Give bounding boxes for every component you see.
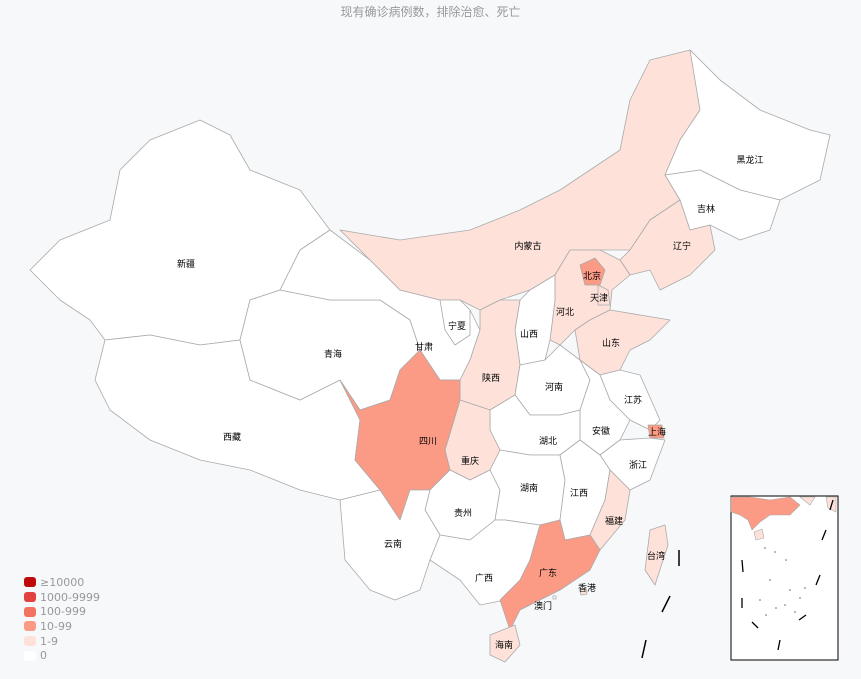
province-label: 湖南 bbox=[520, 482, 538, 494]
inset-island bbox=[775, 607, 777, 609]
inset-nine-dash-segment bbox=[821, 529, 827, 541]
inset-nine-dash-segment bbox=[798, 614, 807, 621]
province-label: 内蒙古 bbox=[514, 240, 541, 252]
province-label: 广西 bbox=[475, 572, 493, 584]
province-label: 吉林 bbox=[697, 203, 715, 215]
province-label: 新疆 bbox=[177, 258, 195, 270]
province-7[interactable] bbox=[619, 199, 716, 291]
province-label: 四川 bbox=[419, 437, 437, 447]
province-label: 香港 bbox=[578, 582, 596, 594]
province-label: 天津 bbox=[590, 293, 608, 304]
inset-island bbox=[765, 614, 767, 616]
legend-item[interactable]: 1000-9999 bbox=[24, 590, 100, 605]
inset-island bbox=[794, 611, 796, 613]
province-label: 福建 bbox=[605, 515, 623, 527]
legend-item[interactable]: 0 bbox=[24, 648, 100, 663]
inset-island bbox=[799, 597, 801, 599]
inset-island bbox=[789, 589, 791, 591]
legend-label: 1-9 bbox=[40, 634, 58, 648]
province-label: 浙江 bbox=[629, 459, 647, 471]
province-label: 青海 bbox=[324, 348, 342, 360]
province-label: 甘肃 bbox=[415, 341, 433, 353]
inset-hainan bbox=[753, 528, 765, 541]
inset-island bbox=[769, 579, 771, 581]
province-22[interactable] bbox=[339, 349, 461, 521]
province-label: 湖北 bbox=[539, 436, 557, 447]
province-label: 江苏 bbox=[624, 394, 642, 406]
province-label: 广东 bbox=[539, 567, 557, 579]
province-30[interactable] bbox=[489, 624, 521, 663]
province-13[interactable] bbox=[439, 299, 471, 346]
province-label: 宁夏 bbox=[448, 320, 466, 332]
province-label: 河北 bbox=[556, 306, 574, 318]
province-10[interactable] bbox=[597, 284, 611, 306]
province-label: 山东 bbox=[602, 337, 620, 349]
legend-item[interactable]: ≥10000 bbox=[24, 575, 100, 590]
south-china-sea-inset bbox=[730, 495, 839, 661]
map-title: 现有确诊病例数，排除治愈、死亡 bbox=[340, 5, 521, 19]
nine-dash-line-segment bbox=[641, 639, 647, 659]
province-label: 台湾 bbox=[647, 550, 665, 562]
legend-swatch bbox=[24, 621, 36, 632]
province-9[interactable] bbox=[579, 257, 606, 286]
legend-item[interactable]: 100-999 bbox=[24, 604, 100, 619]
inset-nine-dash-segment bbox=[815, 574, 821, 586]
province-label: 辽宁 bbox=[673, 240, 691, 252]
inset-fujian bbox=[799, 496, 816, 506]
province-label: 西藏 bbox=[223, 431, 241, 443]
province-label: 安徽 bbox=[592, 425, 610, 437]
province-label: 江西 bbox=[570, 488, 588, 499]
province-29[interactable] bbox=[499, 519, 601, 631]
legend-swatch bbox=[24, 606, 36, 617]
province-33[interactable] bbox=[552, 595, 557, 600]
legend-swatch bbox=[24, 577, 36, 588]
nine-dash-line-segment bbox=[661, 595, 671, 613]
inset-island bbox=[774, 551, 776, 553]
legend-label: 100-999 bbox=[40, 605, 86, 619]
inset-nine-dash-segment bbox=[741, 559, 744, 573]
legend-item[interactable]: 1-9 bbox=[24, 634, 100, 649]
legend-label: ≥10000 bbox=[40, 575, 85, 589]
province-label: 海南 bbox=[495, 639, 513, 651]
inset-island bbox=[784, 604, 786, 606]
visual-map-legend: ≥10000 1000-9999 100-999 10-99 1-9 0 bbox=[24, 575, 100, 663]
province-label: 贵州 bbox=[454, 507, 472, 519]
province-label: 澳门 bbox=[534, 600, 552, 612]
inset-nine-dash-segment bbox=[829, 499, 834, 511]
inset-guangdong bbox=[730, 496, 801, 531]
legend-item[interactable]: 10-99 bbox=[24, 619, 100, 634]
province-label: 山西 bbox=[520, 329, 538, 340]
legend-label: 10-99 bbox=[40, 619, 72, 633]
province-label: 陕西 bbox=[482, 372, 500, 384]
province-label: 河南 bbox=[545, 381, 563, 393]
province-label: 重庆 bbox=[461, 455, 479, 467]
inset-nine-dash-segment bbox=[777, 639, 781, 651]
inset-island bbox=[785, 559, 787, 561]
province-12[interactable] bbox=[574, 309, 671, 376]
province-label: 上海 bbox=[648, 426, 666, 438]
legend-swatch bbox=[24, 650, 36, 661]
province-label: 云南 bbox=[384, 538, 402, 550]
legend-label: 1000-9999 bbox=[40, 590, 100, 604]
province-32[interactable] bbox=[579, 588, 588, 596]
inset-nine-dash-segment bbox=[751, 621, 759, 629]
legend-label: 0 bbox=[40, 649, 47, 663]
legend-swatch bbox=[24, 592, 36, 603]
province-18[interactable] bbox=[647, 424, 665, 439]
inset-island bbox=[759, 599, 761, 601]
inset-island bbox=[804, 587, 806, 589]
province-label: 黑龙江 bbox=[736, 154, 763, 166]
legend-swatch bbox=[24, 636, 36, 647]
inset-island bbox=[764, 547, 766, 549]
province-label: 北京 bbox=[583, 270, 601, 282]
province-31[interactable] bbox=[644, 524, 669, 586]
